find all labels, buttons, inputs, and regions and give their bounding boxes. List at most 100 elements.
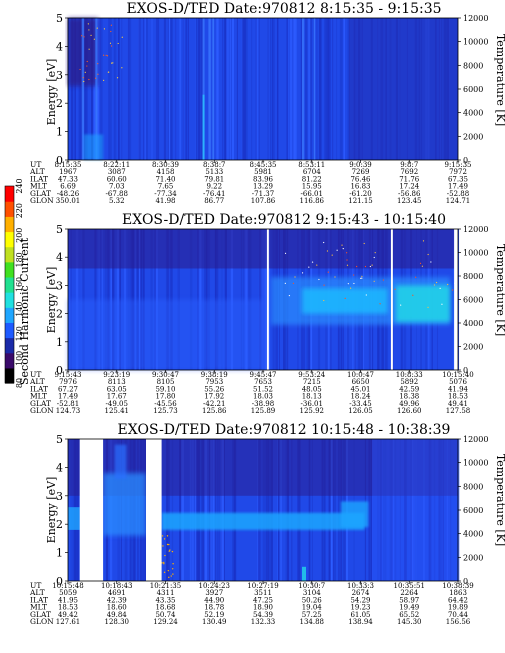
flux-dot — [163, 561, 165, 564]
flux-dot — [316, 264, 318, 266]
energy-tick-label: 3 — [56, 490, 63, 503]
ephemeris-value: 3511 — [254, 589, 272, 597]
data-gap — [390, 229, 393, 370]
ephemeris-row-label: GLAT — [30, 610, 51, 619]
spectrogram-streak — [234, 439, 237, 581]
flux-dot — [93, 38, 95, 40]
spectrogram-streak — [271, 439, 273, 581]
spectrogram-streak — [195, 18, 199, 160]
spectrogram-streak — [272, 18, 276, 160]
spectrogram-streak — [232, 18, 235, 160]
ephemeris-value: -67.88 — [106, 190, 128, 198]
temperature-tick-label: 0 — [463, 156, 468, 165]
spectrogram-streak — [452, 229, 454, 370]
flux-dot — [349, 287, 352, 289]
spectrogram-streak — [157, 18, 160, 160]
flux-dot — [111, 62, 113, 64]
spectrogram-streak — [288, 18, 290, 160]
ephemeris-value: 7269 — [352, 168, 370, 176]
flux-dot — [95, 77, 97, 79]
ephemeris-value: 51.52 — [253, 385, 273, 393]
flux-dot — [326, 250, 329, 252]
flux-dot — [334, 276, 336, 278]
spectrogram-streak — [316, 18, 318, 160]
colorbar-stripe — [5, 367, 14, 384]
ephemeris-value: 13.29 — [253, 183, 273, 191]
energy-tick-label: 3 — [56, 69, 63, 82]
spectrogram-streak — [291, 439, 293, 581]
spectrogram-streak — [371, 439, 373, 581]
temperature-tick-label: 6000 — [463, 506, 483, 515]
energy-tick-label: 2 — [56, 308, 63, 321]
flux-dot — [167, 569, 170, 572]
spectrogram-streak — [411, 439, 414, 581]
flux-dot — [117, 42, 119, 45]
spectrogram-streak — [243, 18, 246, 160]
spectrogram-streak — [379, 439, 382, 581]
ephemeris-value: 10:15:40 — [442, 371, 473, 379]
ephemeris-value: 7953 — [205, 378, 223, 386]
spectrogram-streak — [270, 18, 271, 160]
flux-dot — [421, 265, 424, 267]
colorbar-tick-label: 240 — [15, 178, 24, 193]
temperature-tick-label: 6000 — [463, 85, 483, 94]
energy-band — [68, 299, 263, 370]
ephemeris-value: 7215 — [303, 378, 321, 386]
ephemeris-value: 5.32 — [109, 197, 125, 205]
ephemeris-value: 50.74 — [155, 611, 176, 619]
colorbar-stripe — [5, 292, 14, 308]
ephemeris-value: 18.24 — [350, 393, 371, 401]
ephemeris-value: 9:15:43 — [55, 371, 82, 379]
spectrogram-streak — [209, 439, 212, 581]
ephemeris-value: 7692 — [400, 168, 418, 176]
flux-dot — [284, 252, 287, 254]
ephemeris-value: 19.23 — [350, 604, 370, 612]
spectrogram-streak — [232, 439, 235, 581]
colorbar-tick-label: 120 — [15, 326, 24, 341]
spectrogram-streak — [450, 439, 452, 581]
spectrogram-streak — [110, 18, 112, 160]
flux-dot — [110, 30, 112, 33]
spectrogram-streak — [224, 18, 227, 160]
temperature-tick-label: 4000 — [463, 530, 483, 539]
ephemeris-row-label: GLAT — [30, 189, 51, 198]
ephemeris-value: -45.56 — [154, 400, 177, 408]
ephemeris-value: 8:22:11 — [103, 161, 130, 169]
panel-3-spectrogram: 0 1 2 3 4 5 0 2000 4000 6000 8000 10000 12000 UT 10:15… — [29, 433, 488, 626]
colorbar-tick-label: 160 — [15, 277, 24, 292]
panel-3-energy-axis-label: Energy [eV] — [45, 477, 58, 544]
flux-dot — [374, 252, 376, 254]
ephemeris-value: 5059 — [59, 589, 77, 597]
flux-dot — [103, 28, 106, 30]
energy-band — [161, 512, 365, 530]
spectrogram-streak — [199, 18, 202, 160]
ephemeris-row-label: GLON — [30, 406, 54, 415]
ephemeris-value: 121.15 — [348, 197, 373, 205]
colorbar-label: Second Harmonic Current — [18, 237, 31, 385]
colorbar-tick-label: 80 — [15, 378, 24, 388]
ephemeris-value: 10:15:48 — [52, 582, 83, 590]
spectrogram-streak — [185, 18, 187, 160]
ephemeris-value: 67.35 — [448, 175, 468, 183]
flux-dot — [96, 27, 98, 29]
ephemeris-value: 7972 — [449, 168, 467, 176]
spectrogram-streak — [267, 18, 269, 160]
ephemeris-value: 5981 — [254, 168, 272, 176]
spectrogram-streak — [312, 18, 315, 160]
spectrogram-streak — [175, 18, 177, 160]
ephemeris-value: 18.53 — [58, 604, 78, 612]
spectrogram-streak — [236, 18, 238, 160]
ephemeris-value: 18.38 — [399, 393, 419, 401]
flux-dot — [346, 264, 349, 266]
low-flux-region — [68, 229, 458, 269]
panel-2-title: EXOS-D/TED Date:970812 9:15:43 - 10:15:4… — [122, 212, 446, 228]
flux-dot — [336, 249, 338, 251]
spectrogram-streak — [415, 439, 417, 581]
spectrogram-streak — [217, 439, 219, 581]
ephemeris-value: 54.39 — [253, 611, 273, 619]
ephemeris-value: 17.80 — [155, 393, 175, 401]
flux-dot — [88, 29, 90, 31]
flux-dot — [379, 303, 381, 305]
flux-dot — [79, 68, 81, 71]
